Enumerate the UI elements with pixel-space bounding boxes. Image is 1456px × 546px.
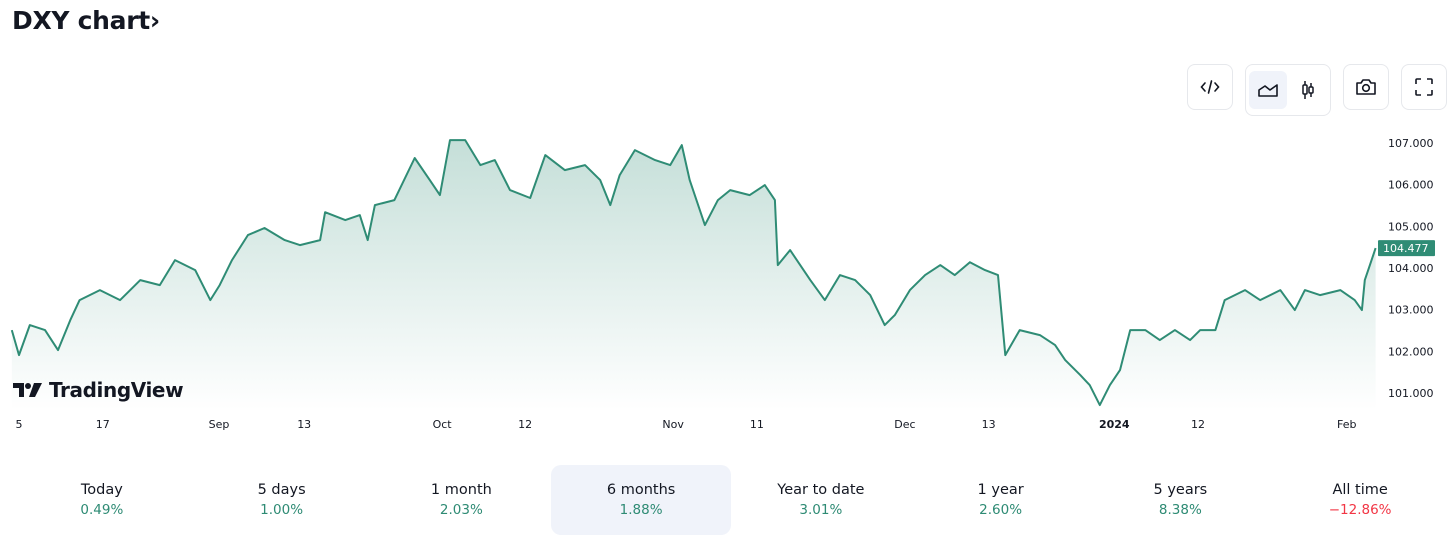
fullscreen-button[interactable]	[1401, 64, 1447, 110]
period-change: 2.60%	[979, 502, 1023, 518]
period-label: 5 days	[257, 482, 306, 498]
y-tick-label: 102.000	[1388, 345, 1434, 358]
candlestick-button[interactable]	[1289, 71, 1327, 109]
fullscreen-icon	[1415, 78, 1433, 96]
period-performance-tabs: Today 0.49% 5 days 1.00% 1 month 2.03% 6 month…	[12, 465, 1450, 535]
period-label: Today	[80, 482, 123, 498]
period-label: 5 years	[1153, 482, 1208, 498]
tradingview-logo-text: TradingView	[49, 378, 184, 402]
x-tick-label: 17	[96, 418, 110, 431]
x-tick-label: 13	[297, 418, 311, 431]
tradingview-logo-icon	[13, 383, 42, 397]
period-tab-today[interactable]: Today 0.49%	[12, 465, 192, 535]
period-tab-1-year[interactable]: 1 year 2.60%	[911, 465, 1091, 535]
period-label: 1 year	[977, 482, 1024, 498]
x-tick-label: 5	[16, 418, 23, 431]
x-tick-label: 12	[1191, 418, 1205, 431]
period-label: 1 month	[430, 482, 492, 498]
period-change: 0.49%	[80, 502, 124, 518]
x-tick-label: 11	[750, 418, 764, 431]
price-area-fill	[11, 140, 1376, 410]
code-icon	[1200, 80, 1220, 94]
x-tick-label: 13	[982, 418, 996, 431]
x-tick-label: Oct	[433, 418, 453, 431]
period-label: All time	[1332, 482, 1388, 498]
period-label: Year to date	[777, 482, 865, 498]
embed-button[interactable]	[1187, 64, 1233, 110]
last-price-badge	[1378, 240, 1435, 257]
price-chart[interactable]: 107.000 106.000 105.000 104.000 103.000 102.0…	[0, 0, 1456, 440]
x-tick-label: Sep	[209, 418, 230, 431]
period-change: −12.86%	[1328, 502, 1392, 518]
x-tick-label: Nov	[662, 418, 684, 431]
chart-title-link[interactable]: DXY chart›	[12, 6, 160, 35]
x-tick-label: Feb	[1337, 418, 1356, 431]
chart-toolbar	[1187, 64, 1447, 116]
x-tick-label: 12	[518, 418, 532, 431]
period-change: 1.88%	[619, 502, 663, 518]
tradingview-logo[interactable]: TradingView	[13, 378, 184, 402]
period-label: 6 months	[606, 482, 676, 498]
y-tick-label: 106.000	[1388, 179, 1434, 192]
period-change: 1.00%	[260, 502, 304, 518]
x-tick-label: 2024	[1099, 418, 1130, 431]
y-tick-label: 101.000	[1388, 387, 1434, 400]
period-tab-5-days[interactable]: 5 days 1.00%	[192, 465, 372, 535]
candlestick-icon	[1302, 81, 1314, 99]
chart-style-toggle	[1245, 64, 1331, 116]
y-tick-label: 103.000	[1388, 304, 1434, 317]
y-tick-label: 105.000	[1388, 220, 1434, 233]
period-change: 8.38%	[1158, 502, 1202, 518]
period-tab-1-month[interactable]: 1 month 2.03%	[372, 465, 552, 535]
x-tick-label: Dec	[894, 418, 915, 431]
area-chart-icon	[1258, 84, 1278, 97]
area-chart-button[interactable]	[1249, 71, 1287, 109]
last-price-label: 104.477	[1383, 242, 1429, 255]
period-tab-5-years[interactable]: 5 years 8.38%	[1091, 465, 1271, 535]
snapshot-button[interactable]	[1343, 64, 1389, 110]
period-change: 3.01%	[799, 502, 843, 518]
camera-icon	[1356, 79, 1376, 95]
period-tab-6-months[interactable]: 6 months 1.88%	[551, 465, 731, 535]
period-change: 2.03%	[439, 502, 483, 518]
period-tab-all-time[interactable]: All time −12.86%	[1270, 465, 1450, 535]
y-tick-label: 104.000	[1388, 262, 1434, 275]
y-tick-label: 107.000	[1388, 137, 1434, 150]
period-tab-year-to-date[interactable]: Year to date 3.01%	[731, 465, 911, 535]
